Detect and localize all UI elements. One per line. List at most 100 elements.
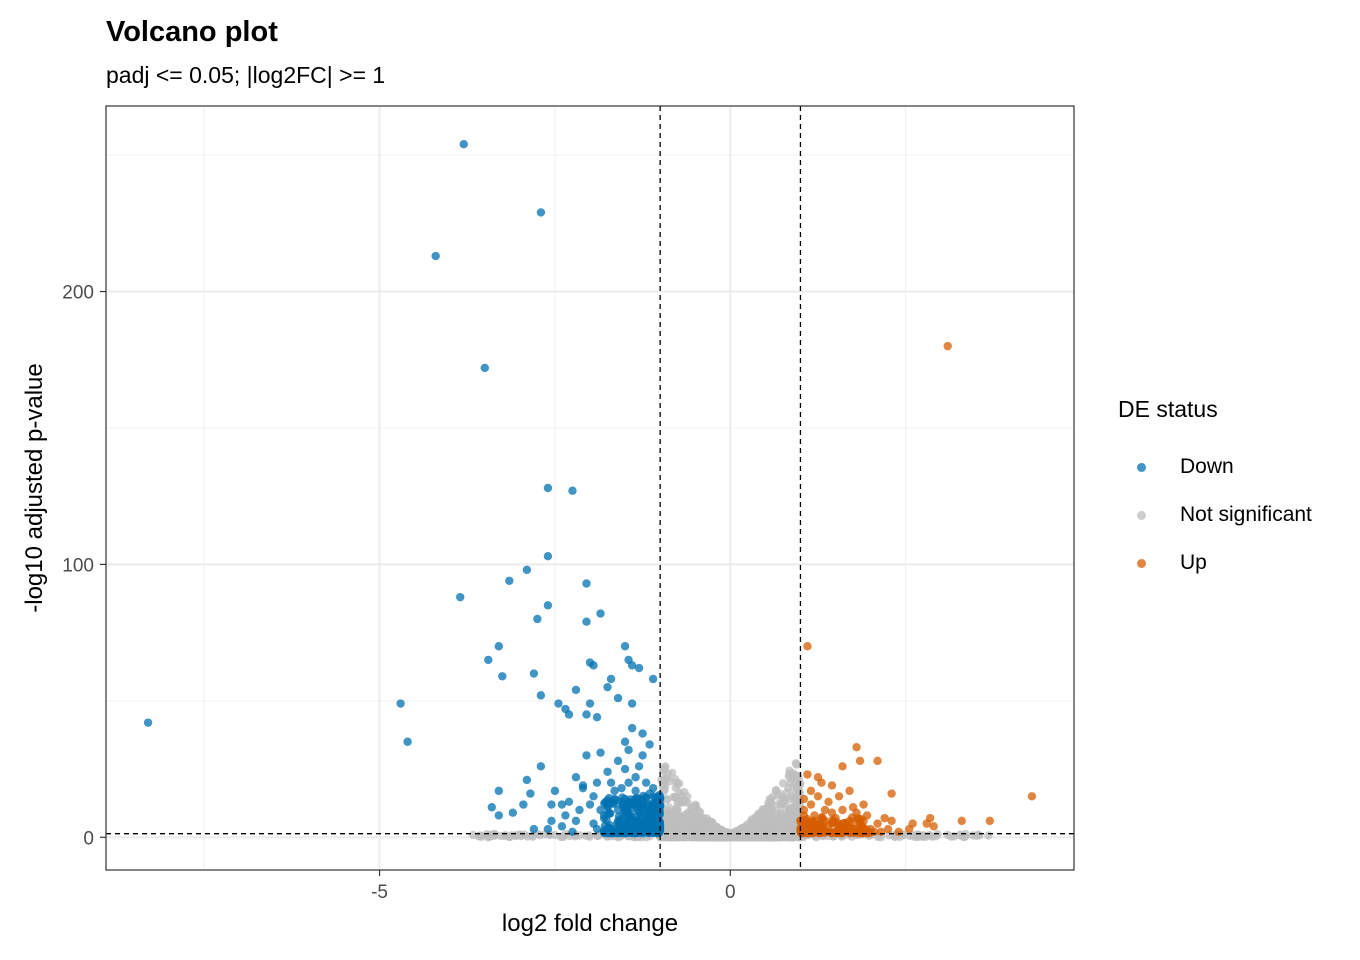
point-down	[582, 751, 591, 760]
point-down	[536, 691, 546, 700]
point-not-significant	[751, 812, 761, 822]
point-down	[554, 699, 563, 708]
point-down	[606, 778, 616, 787]
point-not-significant	[670, 774, 680, 784]
legend: DE status Down Not significant Up	[1118, 396, 1312, 587]
point-not-significant	[792, 760, 801, 769]
point-down	[498, 672, 507, 681]
point-down	[624, 778, 633, 787]
point-down	[578, 783, 588, 793]
point-down	[585, 658, 595, 667]
legend-key-not-significant	[1136, 510, 1146, 520]
point-up	[852, 808, 861, 817]
legend-label-up: Up	[1180, 551, 1207, 574]
point-down	[638, 805, 647, 815]
point-not-significant	[660, 785, 669, 794]
point-up	[813, 827, 823, 836]
x-tick-label: 0	[725, 882, 736, 903]
point-down	[645, 789, 654, 798]
point-up	[985, 816, 995, 826]
point-not-significant	[678, 797, 687, 806]
point-up	[817, 813, 826, 823]
point-up	[806, 786, 816, 796]
point-down	[529, 669, 539, 678]
point-down	[635, 812, 645, 822]
point-down	[655, 800, 665, 810]
point-down	[526, 789, 535, 798]
point-down	[638, 729, 647, 738]
point-down	[585, 699, 595, 708]
point-not-significant	[700, 823, 709, 833]
point-not-significant	[960, 832, 969, 841]
point-not-significant	[984, 831, 993, 840]
point-up	[852, 743, 861, 752]
point-down	[624, 808, 633, 817]
point-down	[648, 674, 658, 684]
y-tick-label: 100	[62, 555, 94, 576]
point-up	[820, 805, 830, 815]
point-not-significant	[706, 825, 716, 835]
point-down	[634, 663, 644, 673]
point-up	[1027, 792, 1037, 801]
point-down	[536, 762, 546, 771]
y-axis-label: -log10 adjusted p-value	[21, 363, 48, 613]
point-down	[547, 800, 556, 809]
point-down	[606, 824, 616, 834]
point-down	[557, 822, 567, 831]
point-not-significant	[721, 832, 730, 842]
point-not-significant	[662, 794, 672, 804]
point-not-significant	[585, 832, 594, 841]
point-up	[813, 792, 823, 801]
point-down	[634, 762, 644, 771]
legend-item-down: Down	[1118, 443, 1312, 491]
point-down	[613, 693, 623, 703]
legend-item-up: Up	[1118, 539, 1312, 587]
point-not-significant	[773, 791, 783, 800]
point-up	[827, 781, 837, 790]
legend-key-up	[1136, 558, 1146, 568]
point-down	[561, 811, 570, 820]
point-down	[627, 816, 637, 826]
point-up	[859, 800, 868, 809]
point-up	[799, 805, 809, 815]
legend-title: DE status	[1118, 396, 1218, 422]
point-down	[571, 773, 581, 782]
point-down	[620, 764, 630, 774]
point-up	[873, 819, 882, 828]
point-down	[547, 816, 556, 826]
point-up	[848, 827, 858, 836]
point-down	[494, 786, 504, 796]
legend-label-not-significant: Not significant	[1180, 503, 1312, 526]
point-down	[575, 805, 584, 815]
point-down	[564, 797, 574, 806]
point-down	[596, 748, 605, 757]
point-up	[904, 824, 914, 834]
point-down	[519, 800, 528, 809]
point-not-significant	[523, 832, 532, 841]
point-down	[484, 655, 493, 665]
point-not-significant	[778, 779, 788, 788]
point-up	[943, 341, 952, 351]
point-down	[634, 794, 644, 804]
point-not-significant	[675, 824, 684, 833]
point-up	[894, 827, 903, 836]
point-down	[536, 208, 546, 217]
x-axis-ticks: -5 0	[371, 870, 736, 903]
point-down	[568, 486, 577, 495]
legend-label-down: Down	[1180, 455, 1234, 478]
point-down	[603, 682, 612, 692]
point-up	[841, 819, 851, 828]
point-up	[883, 824, 893, 834]
point-not-significant	[790, 812, 799, 821]
point-not-significant	[774, 832, 783, 841]
point-down	[431, 251, 440, 261]
point-down	[638, 751, 647, 760]
point-down	[403, 737, 412, 746]
point-down	[592, 824, 602, 834]
point-down	[592, 713, 602, 722]
point-down	[543, 601, 553, 610]
point-down	[624, 655, 633, 665]
point-up	[838, 805, 847, 815]
y-tick-label: 200	[62, 283, 94, 304]
